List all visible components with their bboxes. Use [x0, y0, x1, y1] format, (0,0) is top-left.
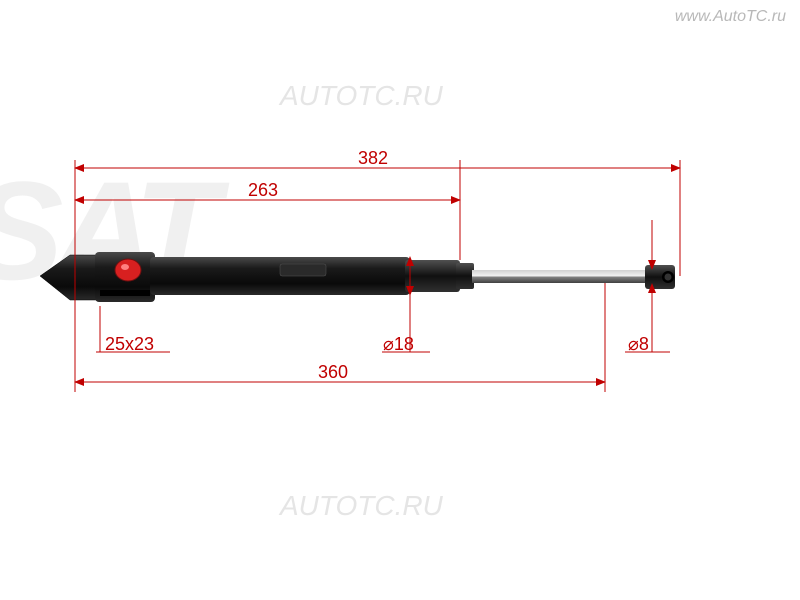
dim-body-diameter: ⌀18 — [383, 334, 414, 355]
right-end-fitting — [645, 265, 675, 289]
dim-rod-diameter: ⌀8 — [628, 334, 649, 355]
red-button — [115, 259, 141, 281]
dim-body-length: 263 — [248, 180, 278, 201]
watermark-url: www.AutoTC.ru — [675, 8, 786, 26]
piston-rod — [472, 270, 647, 283]
dim-bottom-length: 360 — [318, 362, 348, 383]
dim-overall-length: 382 — [358, 148, 388, 169]
strut-body — [150, 257, 474, 295]
left-mount — [40, 252, 155, 302]
gas-strut-part — [40, 252, 675, 302]
dim-mount-cross: 25x23 — [105, 334, 154, 355]
gas-strut-diagram — [0, 0, 800, 600]
